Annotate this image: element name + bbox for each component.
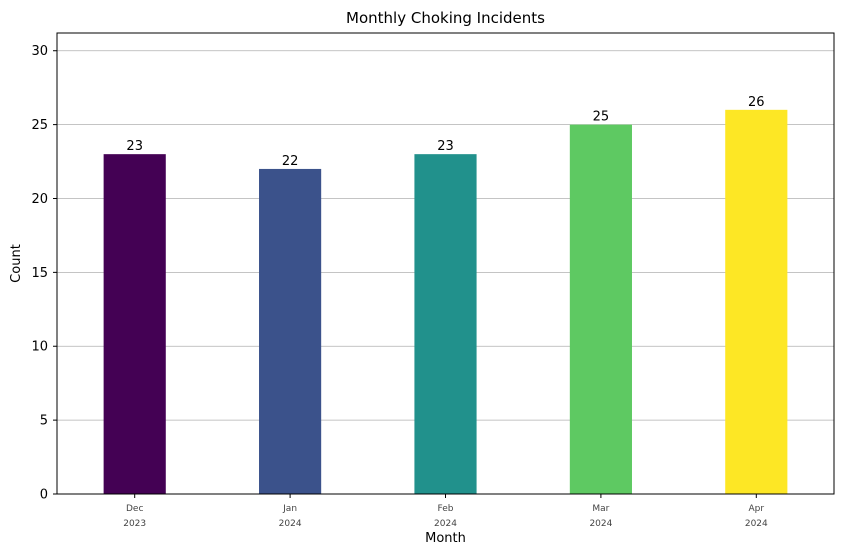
y-tick-label: 30 xyxy=(31,44,48,59)
bar-value-label: 23 xyxy=(126,139,143,154)
y-tick-label: 25 xyxy=(31,118,48,133)
bar-value-label: 26 xyxy=(748,95,765,110)
bar xyxy=(725,109,788,494)
bar-value-label: 22 xyxy=(282,154,299,169)
y-axis-ticks: 0 5 10 15 20 25 30 xyxy=(31,44,57,503)
x-axis-ticks: Dec 2023 Jan 2024 Feb 2024 Mar 2024 Apr 2024 xyxy=(123,494,768,529)
chart-title: Monthly Choking Incidents xyxy=(346,9,545,27)
x-tick-label-year: 2024 xyxy=(279,519,302,529)
x-tick-label-month: Mar xyxy=(592,504,609,514)
x-tick-label-month: Dec xyxy=(126,504,143,514)
bar-value-label: 25 xyxy=(593,110,610,125)
x-tick-label-month: Apr xyxy=(749,504,765,514)
bar-value-label: 23 xyxy=(437,139,454,154)
y-axis-label: Count xyxy=(9,244,24,283)
bar xyxy=(414,154,477,494)
x-tick-label-year: 2023 xyxy=(123,519,146,529)
y-tick-label: 5 xyxy=(40,414,48,429)
x-tick-label-year: 2024 xyxy=(589,519,612,529)
x-axis-label: Month xyxy=(425,531,466,546)
data-labels: 23 22 23 25 26 xyxy=(126,95,764,169)
y-tick-label: 15 xyxy=(31,266,48,281)
x-tick-label-year: 2024 xyxy=(745,519,768,529)
y-tick-label: 10 xyxy=(31,340,48,355)
bar xyxy=(259,168,322,494)
x-tick-label-year: 2024 xyxy=(434,519,457,529)
bar xyxy=(569,124,632,494)
bar xyxy=(103,154,166,494)
x-tick-label-month: Jan xyxy=(282,504,297,514)
x-tick-label-month: Feb xyxy=(438,504,454,514)
bars xyxy=(103,109,788,494)
y-tick-label: 0 xyxy=(40,488,48,503)
y-tick-label: 20 xyxy=(31,192,48,207)
